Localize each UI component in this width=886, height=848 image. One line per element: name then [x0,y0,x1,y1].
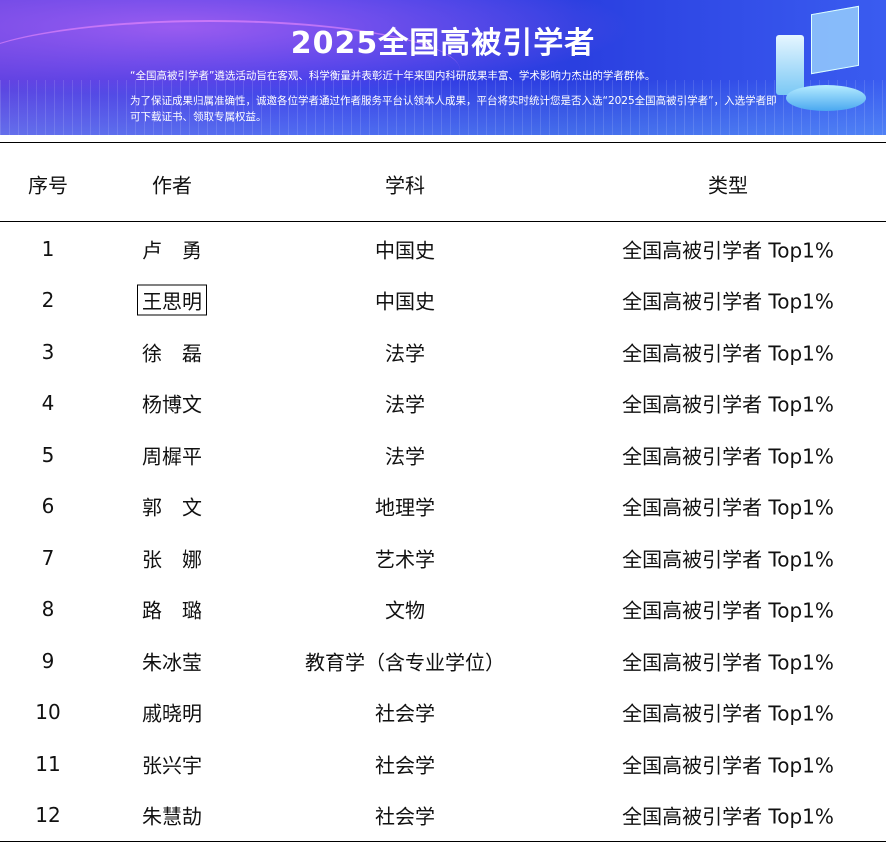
table-row: 10 戚晓明 社会学 全国高被引学者 Top1% [0,687,886,738]
cell-author: 张兴宇 [142,753,202,777]
table-row: 7 张 娜 艺术学 全国高被引学者 Top1% [0,532,886,583]
header-type: 类型 [708,173,748,198]
cell-author: 路 璐 [142,598,202,623]
cell-type: 全国高被引学者 Top1% [622,598,834,623]
table-header: 序号 作者 学科 类型 [0,158,886,210]
cell-index: 3 [41,339,55,364]
cell-type: 全国高被引学者 Top1% [622,804,834,829]
cell-type: 全国高被引学者 Top1% [622,753,834,777]
header-subject: 学科 [385,173,425,198]
banner-description: “全国高被引学者”遴选活动旨在客观、科学衡量并表彰近十年来国内科研成果丰富、学术… [130,70,656,82]
table-header-rule [0,221,886,222]
cell-subject: 中国史 [375,238,435,262]
table-row: 5 周樨平 法学 全国高被引学者 Top1% [0,429,886,480]
cell-subject: 社会学 [375,753,435,777]
banner-notice: 为了保证成果归属准确性，诚邀各位学者通过作者服务平台认领本人成果，平台将实时统计… [130,95,777,123]
cell-type: 全国高被引学者 Top1% [622,289,834,314]
table-row: 8 路 璐 文物 全国高被引学者 Top1% [0,584,886,635]
cell-type: 全国高被引学者 Top1% [622,547,834,571]
cell-author: 徐 磊 [142,341,202,365]
cell-index: 1 [41,236,55,261]
decorative-wave [0,20,460,120]
table-row: 11 张兴宇 社会学 全国高被引学者 Top1% [0,738,886,789]
cell-subject: 地理学 [375,495,435,520]
table-row: 1 卢 勇 中国史 全国高被引学者 Top1% [0,223,886,274]
cell-index: 4 [41,391,55,415]
cell-index: 9 [41,648,55,673]
cell-type: 全国高被引学者 Top1% [622,495,834,520]
cell-author: 朱冰莹 [142,650,202,674]
cell-subject: 法学 [385,341,425,365]
cell-type: 全国高被引学者 Top1% [622,341,834,365]
header-author: 作者 [152,173,192,198]
cell-author: 戚晓明 [142,701,202,726]
cell-index: 7 [41,545,55,570]
cell-index: 8 [41,597,55,621]
cell-index: 6 [41,494,55,518]
banner-title: 2025全国高被引学者 [290,26,596,61]
cell-author: 周樨平 [142,444,202,468]
header-index: 序号 [28,173,68,198]
table-row: 12 朱慧劼 社会学 全国高被引学者 Top1% [0,790,886,841]
cell-subject: 社会学 [375,804,435,829]
cell-type: 全国高被引学者 Top1% [622,392,834,417]
cell-type: 全国高被引学者 Top1% [622,650,834,674]
table-row: 6 郭 文 地理学 全国高被引学者 Top1% [0,481,886,532]
server-illustration-icon [766,5,866,120]
cell-subject: 文物 [385,598,425,623]
cell-author: 朱慧劼 [142,804,202,829]
cell-index: 5 [41,442,55,467]
banner: 2025全国高被引学者 “全国高被引学者”遴选活动旨在客观、科学衡量并表彰近十年… [0,0,886,135]
cell-subject: 法学 [385,444,425,468]
cell-subject: 社会学 [375,701,435,726]
cell-index: 10 [35,700,61,724]
cell-author: 王思明 [137,284,207,316]
cell-subject: 艺术学 [375,547,435,571]
cell-type: 全国高被引学者 Top1% [622,701,834,726]
table-row: 3 徐 磊 法学 全国高被引学者 Top1% [0,326,886,377]
table-row: 9 朱冰莹 教育学（含专业学位） 全国高被引学者 Top1% [0,635,886,686]
table-top-rule [0,142,886,143]
cell-author: 张 娜 [142,547,202,571]
cell-author: 卢 勇 [142,238,202,262]
cell-index: 2 [41,288,55,312]
cell-author: 郭 文 [142,495,202,520]
cell-subject: 中国史 [375,289,435,314]
cell-type: 全国高被引学者 Top1% [622,238,834,262]
cell-subject: 教育学（含专业学位） [305,650,505,674]
decorative-grid [0,80,886,135]
cell-index: 11 [35,751,61,776]
table-row: 2 王思明 中国史 全国高被引学者 Top1% [0,275,886,326]
cell-author: 杨博文 [142,392,202,417]
cell-subject: 法学 [385,392,425,417]
cell-type: 全国高被引学者 Top1% [622,444,834,468]
cell-index: 12 [35,803,61,827]
table-bottom-rule [0,841,886,842]
table-row: 4 杨博文 法学 全国高被引学者 Top1% [0,378,886,429]
